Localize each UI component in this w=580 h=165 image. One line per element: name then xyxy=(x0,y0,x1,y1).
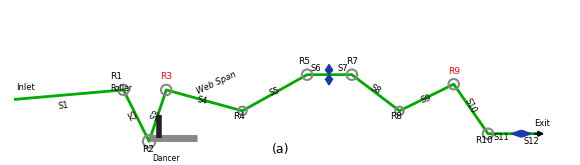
Text: S4: S4 xyxy=(197,95,208,106)
Text: S1: S1 xyxy=(57,101,69,111)
Text: S5: S5 xyxy=(269,86,281,98)
Text: S7: S7 xyxy=(337,64,347,73)
Text: S6: S6 xyxy=(310,64,321,73)
Text: R10: R10 xyxy=(476,136,493,145)
Text: R9: R9 xyxy=(448,67,460,76)
Text: R4: R4 xyxy=(233,112,245,121)
Text: S8: S8 xyxy=(369,83,383,97)
Polygon shape xyxy=(325,75,332,85)
Text: R3: R3 xyxy=(160,72,172,81)
Text: Dancer: Dancer xyxy=(153,154,180,163)
Text: R8: R8 xyxy=(390,112,402,121)
Text: Web Span: Web Span xyxy=(195,70,238,96)
Polygon shape xyxy=(512,130,521,137)
Text: R5: R5 xyxy=(298,57,310,66)
Polygon shape xyxy=(325,65,332,74)
Text: S11: S11 xyxy=(494,133,509,142)
Text: Inlet: Inlet xyxy=(16,83,35,92)
Text: S2: S2 xyxy=(124,110,136,123)
Text: Exit: Exit xyxy=(534,119,550,128)
Text: Roller: Roller xyxy=(111,84,132,93)
Text: R2: R2 xyxy=(142,145,154,154)
Polygon shape xyxy=(522,130,531,137)
Text: R7: R7 xyxy=(346,57,358,66)
Text: S9: S9 xyxy=(420,94,432,105)
Text: S10: S10 xyxy=(463,97,478,115)
Text: R1: R1 xyxy=(110,72,122,81)
Text: S3: S3 xyxy=(149,109,162,122)
Text: S12: S12 xyxy=(524,137,539,146)
Text: (a): (a) xyxy=(272,143,289,156)
